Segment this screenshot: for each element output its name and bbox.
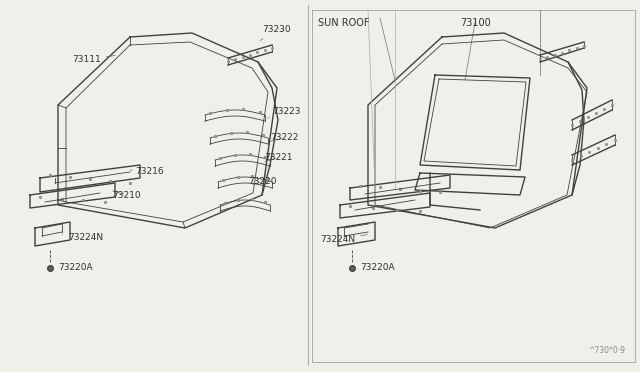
Text: 73224N: 73224N [320,234,367,244]
Text: 73111: 73111 [72,55,115,64]
Text: 73220A: 73220A [352,263,395,273]
Text: 73222: 73222 [270,134,298,142]
Text: 73230: 73230 [260,26,291,41]
Text: 73223: 73223 [268,108,301,118]
Text: 73216: 73216 [130,167,164,176]
Text: 73220: 73220 [248,177,276,186]
Text: SUN ROOF: SUN ROOF [318,18,369,28]
Text: 73220A: 73220A [50,263,93,273]
Text: 73221: 73221 [264,154,292,163]
Text: 73210: 73210 [112,190,141,199]
Text: 73224N: 73224N [62,234,103,243]
Text: 73100: 73100 [460,18,491,28]
Text: ^730*0·9: ^730*0·9 [588,346,625,355]
